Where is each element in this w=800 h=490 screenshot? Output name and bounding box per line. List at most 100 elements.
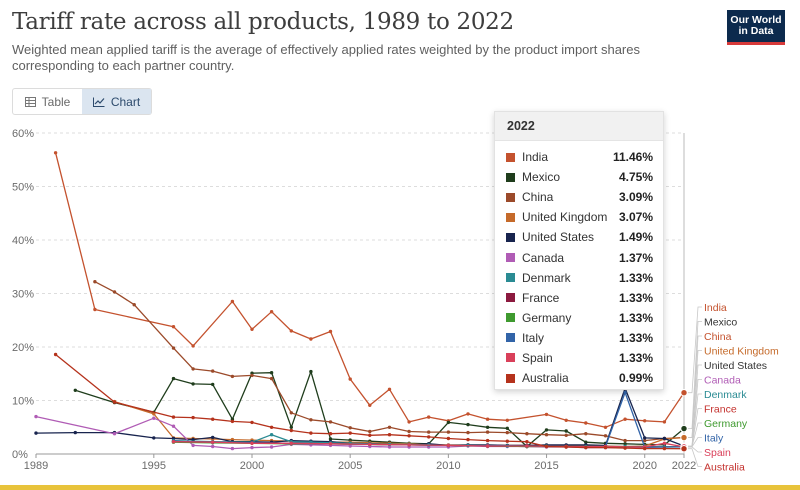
tooltip-row: Spain 1.33%: [495, 348, 663, 368]
data-point: [230, 419, 235, 424]
tooltip-swatch: [506, 253, 515, 263]
tooltip-swatch: [506, 172, 515, 182]
end-label: Italy: [704, 433, 724, 445]
data-point: [584, 440, 588, 444]
data-point: [603, 445, 608, 450]
end-label: Mexico: [704, 317, 737, 329]
data-point: [368, 442, 372, 447]
x-tick-label: 1995: [142, 460, 166, 472]
tab-table[interactable]: Table: [13, 89, 82, 114]
tooltip-row: United Kingdom 3.07%: [495, 207, 663, 227]
label-connector: [688, 306, 702, 394]
x-tick-label: 2010: [436, 460, 460, 472]
tooltip-value: 1.33%: [618, 290, 653, 305]
data-point: [269, 433, 274, 437]
data-point: [211, 435, 215, 440]
label-connector: [688, 448, 702, 467]
tooltip-swatch: [506, 333, 515, 343]
owid-logo[interactable]: Our World in Data: [727, 10, 785, 45]
tooltip-swatch: [506, 293, 515, 303]
y-tick-label: 0%: [12, 449, 28, 461]
data-point: [112, 432, 117, 436]
bottom-accent-bar: [0, 485, 800, 490]
tooltip-country: China: [522, 190, 554, 205]
tooltip-country: Spain: [522, 350, 553, 365]
data-point: [191, 437, 195, 442]
tooltip: 2022 India 11.46% Mexico 4.75% China 3.09% Uni…: [494, 111, 664, 390]
data-point: [407, 420, 411, 424]
data-point: [93, 280, 97, 284]
data-point: [289, 329, 293, 333]
data-point: [152, 436, 156, 440]
data-point: [73, 430, 78, 435]
tab-chart[interactable]: Chart: [82, 89, 151, 114]
data-point: [387, 433, 392, 437]
tooltip-year: 2022: [495, 112, 663, 141]
x-tick-label: 1989: [24, 460, 48, 472]
data-point: [250, 373, 254, 378]
data-point: [171, 376, 176, 381]
data-point: [544, 433, 549, 437]
tooltip-value: 1.33%: [618, 350, 653, 365]
end-label: United Kingdom: [704, 346, 779, 358]
data-point: [73, 388, 78, 392]
logo-line-2: in Data: [738, 25, 774, 37]
tooltip-value: 1.49%: [618, 230, 653, 245]
data-point: [191, 344, 195, 348]
data-point: [269, 445, 274, 449]
label-connector: [688, 364, 702, 447]
data-point: [171, 415, 176, 419]
data-point: [662, 441, 667, 445]
data-point: [446, 443, 451, 448]
data-point: [387, 425, 392, 429]
chart-title: Tariff rate across all products, 1989 to…: [12, 9, 514, 35]
end-label: Canada: [704, 375, 741, 387]
data-point: [309, 418, 313, 422]
data-point: [466, 422, 470, 427]
data-point: [34, 431, 38, 435]
data-point: [211, 382, 215, 387]
data-point: [564, 429, 568, 433]
chart-subtitle: Weighted mean applied tariff is the aver…: [12, 42, 640, 73]
series-line-china: [94, 281, 685, 442]
data-point: [93, 307, 97, 312]
end-label: France: [704, 404, 737, 416]
data-point: [211, 440, 215, 444]
logo-line-1: Our World: [730, 14, 782, 26]
data-point: [289, 428, 293, 433]
data-point: [328, 329, 333, 334]
data-point: [623, 442, 627, 446]
data-point: [309, 369, 313, 374]
y-tick-label: 60%: [12, 128, 34, 140]
data-point: [544, 444, 549, 449]
tooltip-value: 4.75%: [618, 170, 653, 185]
data-point: [368, 429, 372, 434]
data-point: [623, 446, 627, 450]
data-point: [525, 444, 529, 448]
data-point: [348, 377, 352, 381]
x-tick-label: 2015: [534, 460, 558, 472]
label-connector: [688, 350, 702, 439]
table-icon: [24, 96, 36, 107]
data-point: [112, 290, 117, 294]
tooltip-row: Denmark 1.33%: [495, 268, 663, 288]
x-tick-label: 2020: [632, 460, 656, 472]
data-point: [211, 444, 215, 449]
tooltip-row: Australia 0.99%: [495, 368, 663, 388]
tooltip-swatch: [506, 232, 515, 242]
data-point: [662, 436, 667, 441]
data-point: [407, 434, 411, 438]
data-point: [485, 438, 490, 443]
data-point: [427, 415, 431, 419]
data-point: [564, 433, 568, 437]
y-tick-label: 50%: [12, 182, 34, 194]
tooltip-country: Mexico: [522, 170, 561, 185]
tooltip-row: France 1.33%: [495, 288, 663, 308]
tooltip-swatch: [506, 373, 515, 383]
data-point: [171, 346, 176, 350]
data-point: [544, 412, 549, 417]
x-tick-label: 2022: [672, 460, 696, 472]
data-point: [309, 337, 313, 341]
view-tabs: Table Chart: [12, 88, 152, 115]
data-point: [505, 426, 509, 430]
